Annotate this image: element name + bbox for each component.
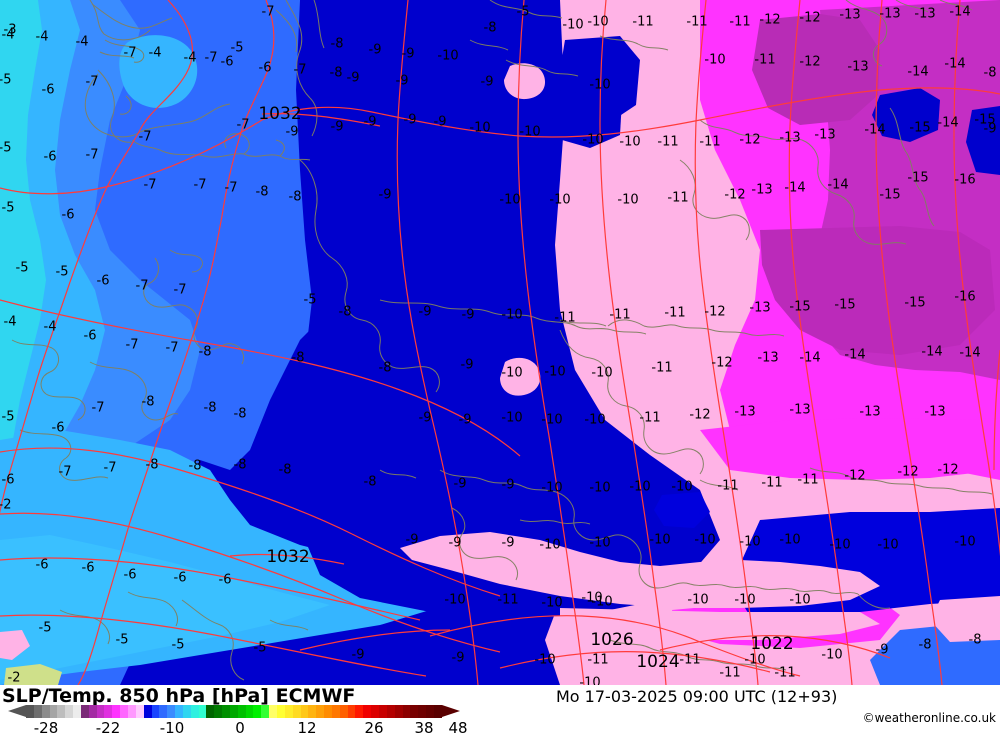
colorbar-swatch: [167, 705, 176, 718]
colorbar-swatch: [120, 705, 128, 718]
colorbar-swatch: [80, 705, 89, 718]
colorbar-swatch: [331, 705, 340, 718]
colorbar-swatch: [426, 705, 434, 718]
colorbar-swatch: [418, 705, 427, 718]
colorbar-swatch: [308, 705, 317, 718]
colorbar-swatch: [378, 705, 387, 718]
color-scale-legend[interactable]: -28 -22 -10 0 12 26 38 48: [0, 705, 470, 737]
colorbar-swatch: [269, 705, 277, 718]
colorbar-swatch: [214, 705, 223, 718]
colorbar-swatch: [33, 705, 42, 718]
colorbar-swatch: [159, 705, 168, 718]
colorbar-tick-label: -28: [33, 719, 59, 737]
colorbar-swatch: [182, 705, 191, 718]
colorbar-swatch: [433, 705, 442, 718]
colorbar-swatch: [284, 705, 293, 718]
map-footer: SLP/Temp. 850 hPa [hPa] ECMWF Mo 17-03-2…: [0, 685, 1000, 737]
colorbar-swatch: [402, 705, 411, 718]
colorbar-swatch: [96, 705, 105, 718]
colorbar-swatch: [49, 705, 58, 718]
colorbar-swatch: [104, 705, 113, 718]
coastline-paths: [11, 0, 993, 681]
colorbar-swatch: [245, 705, 254, 718]
colorbar-swatch: [261, 705, 270, 718]
colorbar-tick-label: 26: [364, 719, 384, 737]
colorbar-swatch: [151, 705, 160, 718]
colorbar-swatch: [73, 705, 81, 718]
colorbar-tick-label: 12: [297, 719, 317, 737]
isobar-paths: [0, 0, 1000, 685]
colorbar-swatch: [277, 705, 285, 718]
colorbar-swatch: [41, 705, 50, 718]
colorbar-swatch: [324, 705, 332, 718]
colorbar-swatch: [410, 705, 419, 718]
copyright-credit: ©weatheronline.co.uk: [862, 711, 996, 725]
isobar-and-coastline-layer: [0, 0, 1000, 685]
colorbar-swatch: [229, 705, 238, 718]
colorbar-swatch: [135, 705, 144, 718]
map-title: SLP/Temp. 850 hPa [hPa] ECMWF: [2, 685, 356, 707]
colorbar-swatch: [394, 705, 403, 718]
colorbar-tick-label: 38: [414, 719, 434, 737]
colorbar-swatch: [190, 705, 199, 718]
colorbar-right-arrow-icon: [442, 705, 460, 717]
colorbar-swatch: [222, 705, 230, 718]
colorbar-swatch: [300, 705, 309, 718]
colorbar-swatch: [371, 705, 379, 718]
colorbar-swatch: [143, 705, 152, 718]
colorbar-tick-label: 48: [448, 719, 468, 737]
colorbar-swatch: [57, 705, 66, 718]
colorbar-swatch: [65, 705, 74, 718]
model-run-info: Mo 17-03-2025 09:00 UTC (12+93): [556, 687, 838, 706]
colorbar-swatch: [253, 705, 262, 718]
colorbar-swatch: [88, 705, 97, 718]
colorbar-tick-label: 0: [235, 719, 245, 737]
colorbar-swatch: [386, 705, 395, 718]
colorbar-swatch: [316, 705, 325, 718]
colorbar-left-arrow-icon: [8, 705, 26, 717]
colorbar-tick-label: -10: [159, 719, 185, 737]
colorbar-swatch: [206, 705, 215, 718]
colorbar-swatch: [112, 705, 121, 718]
colorbar-swatch: [292, 705, 301, 718]
colorbar-tick-label: -22: [95, 719, 121, 737]
colorbar-swatch: [363, 705, 372, 718]
colorbar-swatch: [26, 705, 34, 718]
colorbar-swatch: [175, 705, 183, 718]
colorbar-swatch: [237, 705, 246, 718]
colorbar-swatch: [198, 705, 207, 718]
colorbar-swatch: [339, 705, 348, 718]
colorbar-swatch: [355, 705, 364, 718]
colorbar-swatch: [347, 705, 356, 718]
colorbar-swatches: [26, 705, 442, 718]
weather-map[interactable]: -4-3-4-4-5-6-7-7-7-7-8-9-9-10-8-5-10-10-…: [0, 0, 1000, 685]
colorbar-swatch: [127, 705, 136, 718]
